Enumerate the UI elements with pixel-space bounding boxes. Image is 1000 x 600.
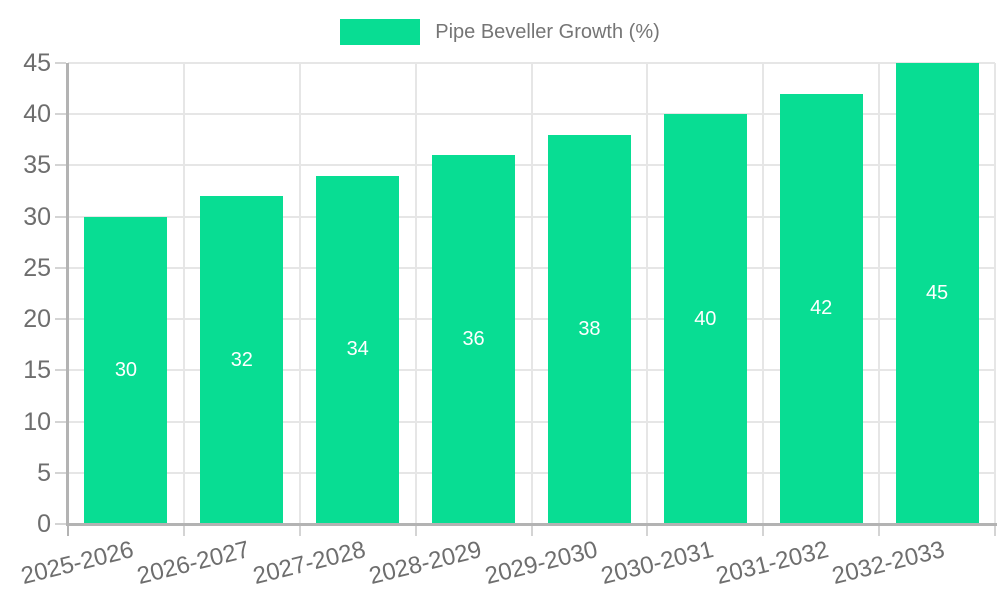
bar: 36 [432,155,516,524]
x-axis-tick [182,524,185,536]
x-axis-tick [298,524,301,536]
gridline-vertical [182,63,185,524]
y-axis-tick [55,420,66,423]
y-axis-tick-label: 15 [23,356,51,385]
x-axis-tick [646,524,649,536]
y-axis-tick [55,266,66,269]
x-axis-tick-label: 2029-2030 [482,536,600,590]
gridline-vertical [762,63,765,524]
bar: 30 [84,216,168,524]
bar: 40 [663,114,747,524]
y-axis-tick [55,471,66,474]
y-axis-tick [55,62,66,64]
x-axis-tick [994,524,996,536]
legend-swatch-icon [340,19,421,45]
y-axis-tick [55,523,66,525]
y-axis-tick [55,215,66,218]
gridline-vertical [298,63,301,524]
x-axis-tick [762,524,765,536]
y-axis-tick-label: 35 [23,151,51,180]
y-axis-line [66,63,69,526]
bar-value-label: 38 [578,317,601,340]
bar: 32 [200,196,284,524]
gridline-vertical [994,63,996,524]
gridline-vertical [878,63,881,524]
bar: 38 [547,134,631,524]
x-axis-tick [530,524,533,536]
bar: 34 [316,175,400,524]
y-axis-tick-label: 20 [23,305,51,334]
y-axis-tick [55,113,66,116]
y-axis-tick-label: 0 [37,510,51,538]
x-axis-tick-label: 2032-2033 [829,536,948,590]
y-axis-tick-label: 45 [23,49,51,77]
legend-item[interactable]: Pipe Beveller Growth (%) [0,19,1000,45]
x-axis-tick-label: 2030-2031 [597,536,716,590]
x-axis-line [66,523,997,526]
gridline-vertical [414,63,417,524]
x-axis-tick-label: 2026-2027 [134,536,253,590]
bar-value-label: 42 [810,297,833,320]
x-axis-tick [67,524,69,536]
x-axis-tick-label: 2028-2029 [366,536,485,590]
bar-value-label: 34 [346,338,369,361]
x-axis-tick [878,524,881,536]
y-axis-tick [55,164,66,167]
y-axis-tick [55,318,66,321]
y-axis-tick-label: 10 [23,407,51,436]
bar-value-label: 30 [114,358,138,381]
y-axis-tick [55,369,66,372]
bar: 42 [779,93,863,524]
y-axis-tick-label: 25 [23,253,51,282]
x-axis-tick [414,524,417,536]
bar-value-label: 32 [230,348,253,371]
y-axis-tick-label: 5 [37,458,51,487]
y-axis-tick-label: 40 [23,100,51,129]
x-axis-tick-label: 2027-2028 [250,536,369,590]
gridline-vertical [646,63,649,524]
x-axis-tick-label: 2025-2026 [18,536,137,590]
x-axis-tick-label: 2031-2032 [713,536,832,590]
bar-value-label: 40 [694,307,717,330]
bar-value-label: 36 [462,328,485,351]
legend-label: Pipe Beveller Growth (%) [435,21,660,43]
y-axis-tick-label: 30 [23,202,51,231]
bar-value-label: 45 [925,282,949,304]
bar: 45 [895,63,979,524]
gridline-vertical [530,63,533,524]
